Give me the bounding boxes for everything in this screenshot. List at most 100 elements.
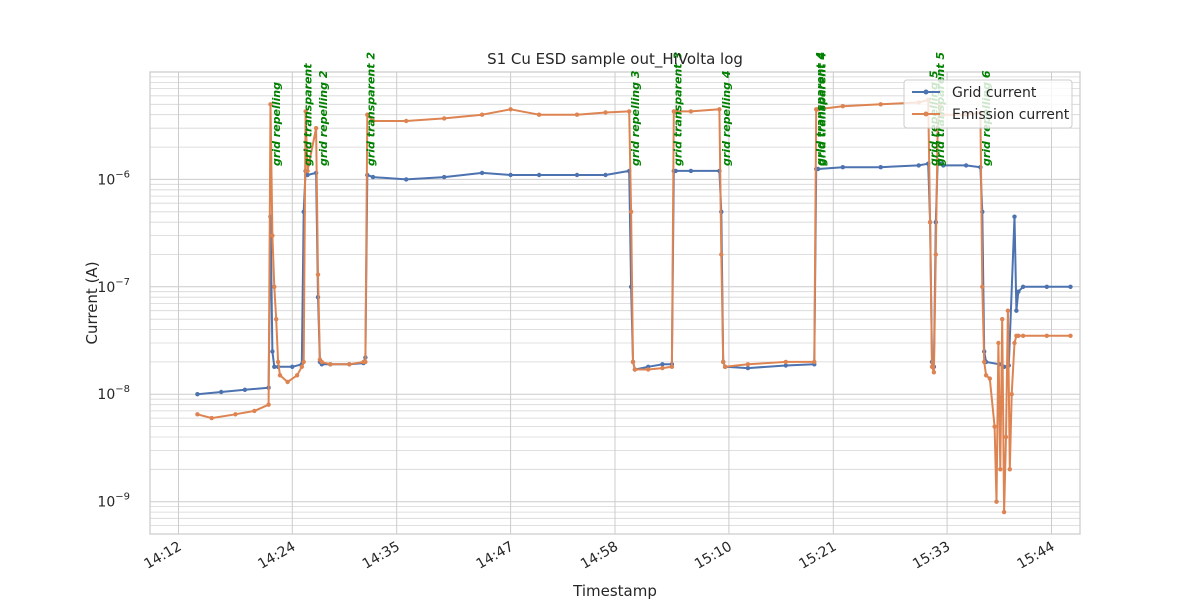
data-point — [404, 118, 409, 124]
data-point — [195, 412, 200, 417]
data-point — [508, 107, 513, 112]
y-axis-label: Current (A) — [83, 261, 101, 344]
data-point — [1044, 333, 1050, 338]
legend-box — [903, 79, 1073, 129]
data-point — [277, 373, 283, 378]
data-point — [274, 317, 279, 322]
data-point — [660, 362, 665, 367]
y-tick-label: 10−6 — [97, 169, 130, 188]
data-point — [294, 373, 300, 378]
x-axis-label: Timestamp — [572, 582, 657, 600]
data-point — [242, 387, 248, 392]
data-point — [574, 112, 580, 117]
data-point — [328, 362, 333, 367]
data-point — [536, 172, 542, 178]
data-point — [933, 252, 938, 257]
data-point — [812, 359, 817, 365]
annotation-label: grid repelling — [270, 82, 283, 166]
data-point — [315, 272, 321, 277]
data-point — [669, 364, 675, 369]
data-point — [987, 376, 992, 381]
data-point — [916, 163, 921, 168]
data-point — [1000, 317, 1005, 322]
data-point — [299, 364, 304, 369]
data-point — [840, 104, 845, 109]
data-point — [994, 499, 999, 504]
annotation-label: grid repelling 4 — [720, 71, 733, 167]
data-point — [627, 109, 632, 114]
data-point — [1016, 333, 1021, 338]
annotation-label: grid repelling 2 — [317, 70, 330, 166]
data-point — [285, 379, 290, 385]
data-point — [717, 107, 722, 112]
legend-marker-grid-current — [923, 89, 929, 95]
y-tick-base: 10 — [97, 280, 115, 296]
y-tick-base: 10 — [97, 495, 115, 511]
data-point — [272, 364, 277, 369]
annotation-label: grid transparent — [301, 63, 314, 166]
data-point — [815, 166, 821, 172]
data-point — [268, 102, 273, 107]
data-point — [370, 174, 376, 180]
y-tick-base: 10 — [97, 172, 115, 188]
legend-marker-emission-current — [923, 111, 929, 117]
data-point — [963, 163, 969, 168]
y-tick-labels: 10−910−810−710−6 — [97, 169, 130, 510]
data-point — [998, 467, 1003, 472]
data-point — [815, 107, 821, 112]
data-point — [745, 362, 751, 367]
y-tick-exponent: −8 — [115, 384, 130, 395]
data-point — [1005, 308, 1011, 313]
data-point — [722, 364, 728, 369]
annotation-label: grid transparent 3 — [672, 52, 685, 166]
data-point — [783, 363, 788, 368]
data-point — [301, 359, 306, 365]
data-point — [628, 209, 634, 214]
data-point — [303, 109, 308, 114]
data-point — [404, 177, 409, 182]
y-tick-label: 10−8 — [97, 384, 130, 403]
y-tick-label: 10−7 — [97, 277, 130, 296]
data-point — [603, 110, 608, 115]
data-point — [442, 116, 447, 121]
data-point — [783, 359, 788, 365]
data-point — [305, 172, 310, 178]
data-point — [574, 172, 580, 178]
data-point — [536, 112, 542, 117]
data-point — [1016, 289, 1021, 294]
data-point — [688, 109, 694, 114]
data-point — [632, 367, 638, 372]
data-point — [646, 367, 651, 372]
data-point — [508, 172, 513, 178]
data-point — [721, 359, 726, 365]
y-tick-exponent: −7 — [115, 277, 130, 288]
annotation-label: grid transparent 4 — [815, 52, 828, 166]
data-point — [929, 364, 935, 369]
data-point — [660, 365, 665, 371]
legend-label-grid-current: Grid current — [952, 85, 1037, 101]
legend: Grid current Emission current — [903, 79, 1073, 129]
data-point — [941, 163, 946, 168]
data-point — [1044, 284, 1050, 289]
data-point — [878, 102, 883, 107]
data-point — [673, 109, 678, 114]
series-layer — [195, 97, 1073, 515]
data-point — [1012, 340, 1017, 346]
data-point — [1020, 333, 1026, 338]
data-point — [209, 415, 214, 421]
chart-title: S1 Cu ESD sample out_HiVolta log — [487, 50, 743, 69]
data-point — [719, 252, 724, 257]
data-point — [840, 165, 845, 170]
data-point — [1009, 392, 1014, 397]
data-point — [931, 370, 937, 375]
data-point — [927, 220, 933, 225]
data-point — [479, 112, 485, 117]
data-point — [996, 340, 1001, 346]
annotation-label: grid transparent 2 — [365, 52, 378, 166]
data-point — [272, 284, 277, 289]
plot-frame — [149, 71, 1081, 535]
data-point — [270, 233, 275, 238]
data-point — [688, 168, 694, 174]
annotation-label: grid transparent 4 — [814, 52, 827, 166]
